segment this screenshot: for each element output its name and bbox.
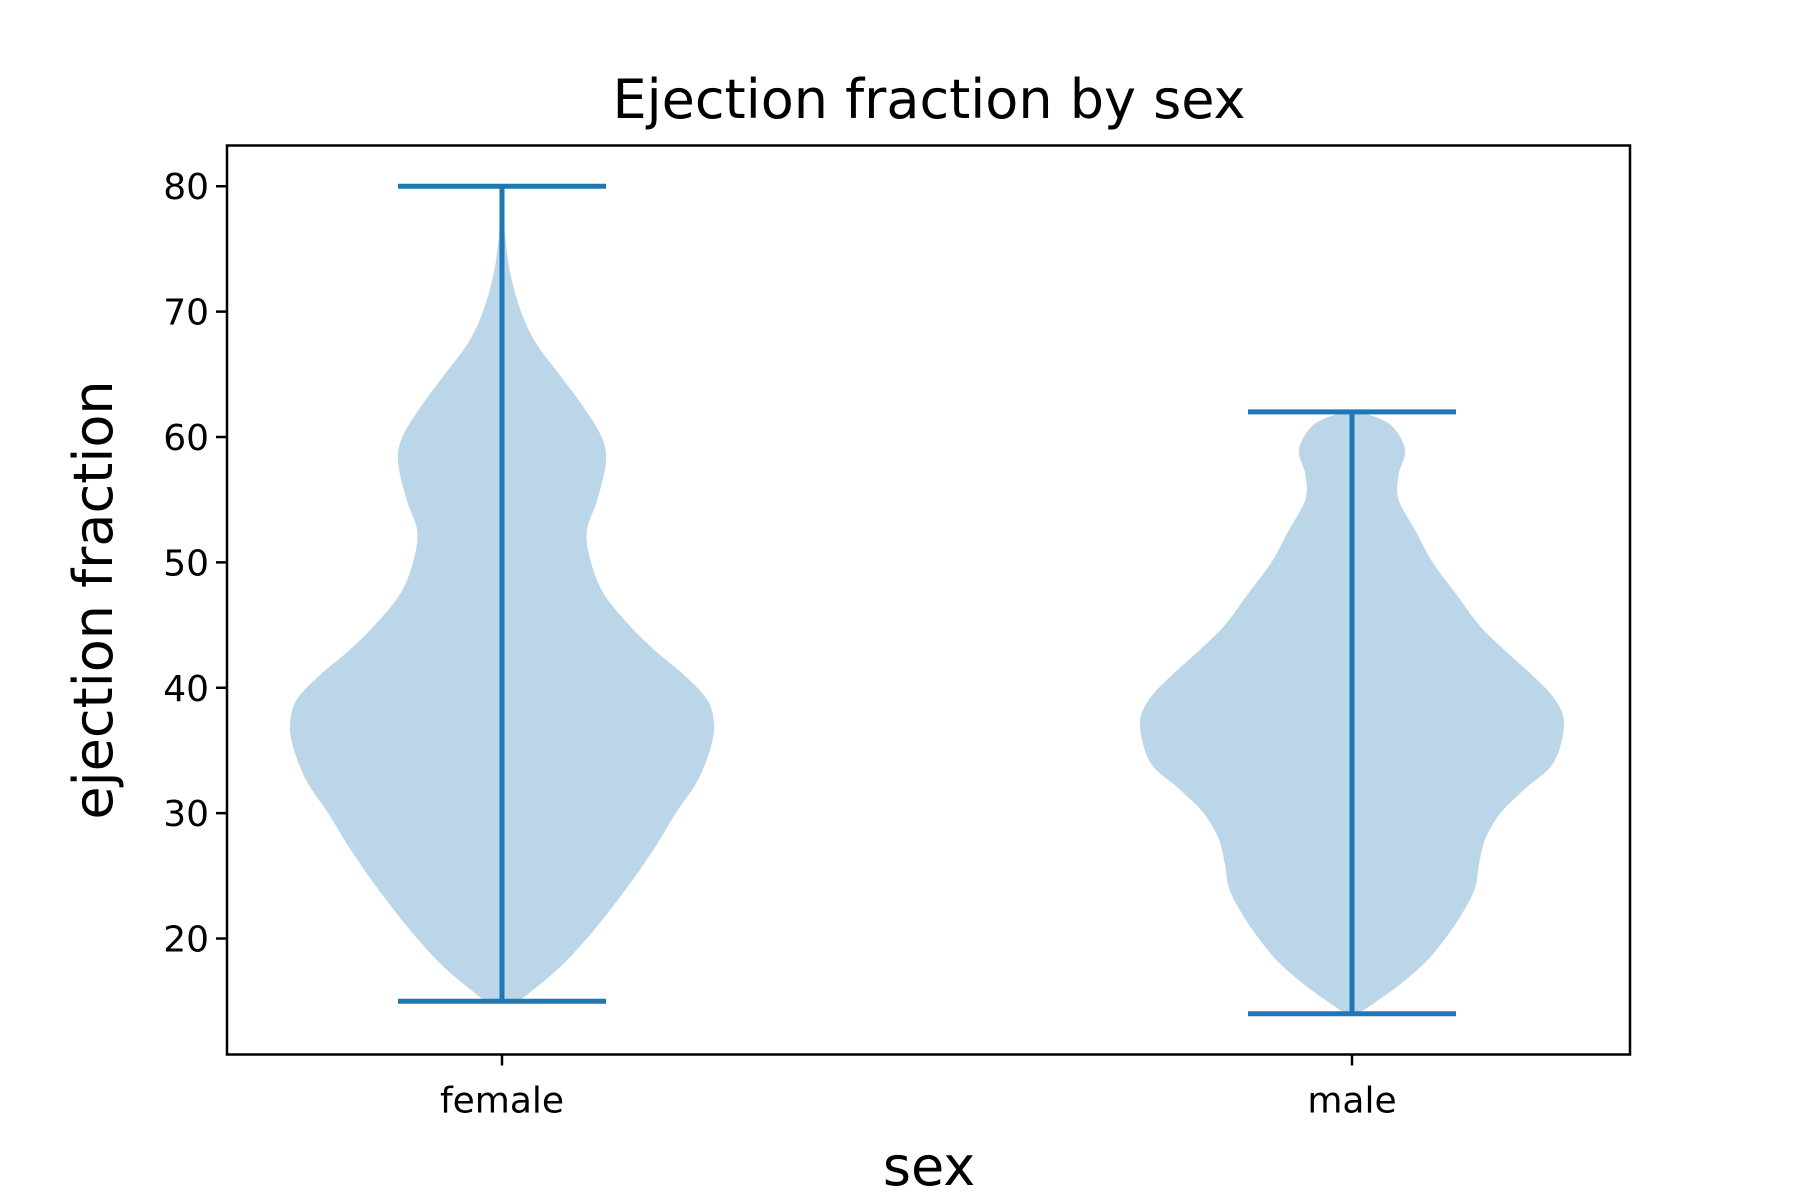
x-tick-label: male — [1307, 1081, 1396, 1122]
x-axis-label: sex — [883, 1135, 975, 1198]
y-tick-label: 50 — [163, 543, 209, 584]
chart-title: Ejection fraction by sex — [613, 68, 1246, 131]
y-tick-label: 40 — [163, 669, 209, 710]
y-tick-label: 70 — [163, 293, 209, 334]
y-tick-label: 60 — [163, 418, 209, 459]
x-axis-ticks: female male — [440, 1054, 1397, 1122]
violins-layer — [289, 183, 1565, 1017]
y-tick-label: 30 — [163, 794, 209, 835]
plot-frame — [225, 144, 1632, 1056]
y-axis-ticks: 20 30 40 50 60 70 80 — [163, 167, 227, 961]
y-axis-label: ejection fraction — [62, 380, 125, 819]
y-tick-label: 80 — [163, 167, 209, 208]
x-tick-label: female — [440, 1081, 564, 1122]
y-tick-label: 20 — [163, 920, 209, 961]
